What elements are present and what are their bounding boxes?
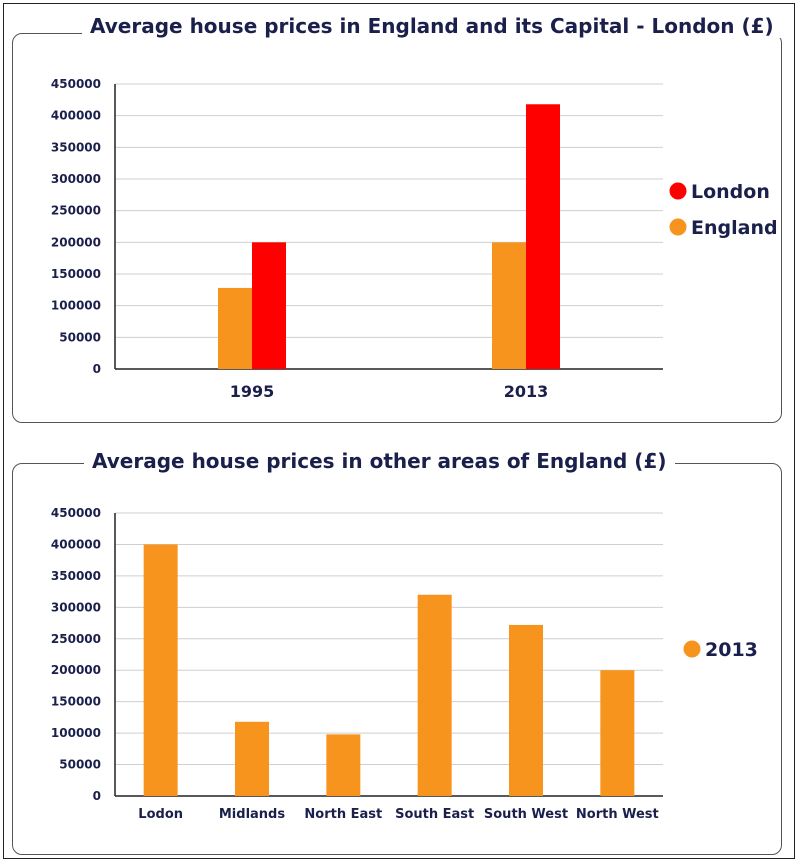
y-tick-label: 0 <box>93 789 101 803</box>
legend-label: 2013 <box>705 639 758 661</box>
y-tick-label: 300000 <box>51 600 101 614</box>
bar-2013 <box>235 721 269 796</box>
x-category-label: Midlands <box>219 807 285 822</box>
chart-2-title: Average house prices in other areas of E… <box>84 449 675 473</box>
y-tick-label: 200000 <box>51 663 101 677</box>
y-tick-label: 250000 <box>51 632 101 646</box>
y-tick-label: 50000 <box>59 330 101 344</box>
chart-2: 0 50000 100000 150000 200000 250000 300000 3500… <box>51 506 758 822</box>
y-tick-label: 450000 <box>51 77 101 91</box>
x-category-label: North East <box>304 807 382 822</box>
chart-1-title: Average house prices in England and its … <box>82 14 782 38</box>
x-category-label: Lodon <box>138 807 183 822</box>
y-tick-label: 100000 <box>51 726 101 740</box>
chart-panel-2 <box>12 463 782 855</box>
bar-2013 <box>143 544 178 796</box>
legend-label: London <box>691 181 770 203</box>
y-tick-label: 400000 <box>51 109 101 123</box>
bar-england <box>218 287 252 369</box>
bar-london <box>526 104 560 370</box>
legend-label: England <box>691 217 778 239</box>
bar-2013 <box>326 734 361 796</box>
legend-marker <box>669 182 687 200</box>
y-tick-label: 450000 <box>51 506 101 520</box>
y-tick-label: 350000 <box>51 569 101 583</box>
x-category-label: North West <box>576 807 659 822</box>
y-tick-label: 0 <box>93 362 101 376</box>
chart-panel-1 <box>12 33 782 423</box>
y-tick-label: 250000 <box>51 204 101 218</box>
y-tick-label: 150000 <box>51 267 101 281</box>
legend-marker <box>683 640 701 658</box>
y-tick-label: 350000 <box>51 140 101 154</box>
bar-2013 <box>417 594 452 796</box>
x-category-label: South East <box>395 807 474 822</box>
y-tick-label: 150000 <box>51 695 101 709</box>
bar-2013 <box>509 624 543 796</box>
y-tick-label: 50000 <box>59 758 101 772</box>
legend-marker <box>669 218 687 236</box>
x-category-label: 2013 <box>504 382 549 401</box>
bar-london <box>252 242 286 369</box>
y-tick-label: 400000 <box>51 537 101 551</box>
y-tick-label: 200000 <box>51 235 101 249</box>
figure-frame <box>3 3 795 859</box>
bar-england <box>492 242 526 369</box>
bar-2013 <box>600 670 635 796</box>
y-tick-label: 300000 <box>51 172 101 186</box>
y-tick-label: 100000 <box>51 299 101 313</box>
chart-1: 0 50000 100000 150000 200000 250000 300000 3500… <box>51 77 778 401</box>
x-category-label: 1995 <box>230 382 275 401</box>
x-category-label: South West <box>484 807 568 822</box>
